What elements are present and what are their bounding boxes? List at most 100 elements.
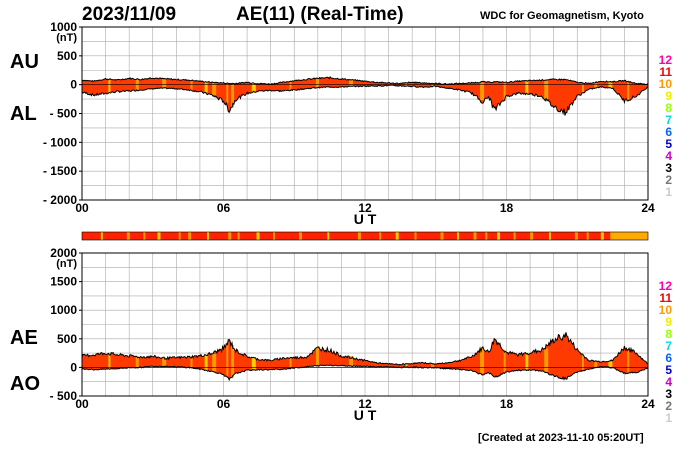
- intensity-streak: [135, 356, 139, 368]
- legend-level: 11: [659, 65, 672, 79]
- series-fill-ae-ao: [82, 332, 648, 380]
- legend-level: 2: [665, 399, 672, 413]
- legend-level: 12: [659, 53, 673, 67]
- legend-level: 7: [665, 339, 672, 353]
- strip-segment: [126, 232, 130, 240]
- strip-segment: [256, 232, 260, 240]
- legend-level: 11: [659, 291, 672, 305]
- intensity-streak: [204, 82, 208, 93]
- strip-segment: [473, 232, 477, 240]
- intensity-streak: [289, 358, 292, 369]
- y-tick-label: 0: [70, 360, 77, 374]
- intensity-streak: [544, 80, 549, 100]
- intensity-streak: [231, 345, 235, 378]
- x-tick-label: 12: [358, 397, 372, 411]
- intensity-streak: [405, 363, 408, 368]
- intensity-streak: [544, 348, 549, 372]
- intensity-streak: [431, 363, 435, 368]
- y-tick-label: - 2000: [43, 193, 77, 207]
- legend-level: 1: [665, 411, 672, 425]
- strip-segment-end: [610, 232, 648, 240]
- intensity-streak: [162, 78, 167, 89]
- intensity-streak: [594, 361, 598, 368]
- y-axis-unit: (nT): [56, 258, 77, 270]
- trace-au: [81, 76, 649, 86]
- intensity-streak: [108, 79, 111, 94]
- legend-level: 6: [665, 351, 672, 365]
- intensity-streak: [251, 357, 256, 371]
- strip-segment: [327, 232, 330, 240]
- intensity-streak: [226, 83, 229, 104]
- intensity-streak: [627, 350, 630, 374]
- x-axis-label: U T: [354, 407, 377, 423]
- strip-segment: [157, 232, 161, 240]
- intensity-streak: [503, 350, 506, 373]
- intensity-streak: [190, 80, 193, 90]
- legend-level: 5: [665, 363, 672, 377]
- intensity-streak: [627, 81, 630, 101]
- strip-segment: [456, 232, 459, 240]
- intensity-streak: [594, 82, 598, 89]
- strip-segment: [548, 232, 551, 240]
- series-label-upper: AE: [10, 327, 38, 349]
- y-tick-label: 1500: [50, 275, 77, 289]
- x-tick-label: 24: [641, 201, 655, 215]
- intensity-streak: [581, 353, 584, 371]
- strip-segment: [485, 232, 488, 240]
- strip-segment: [357, 232, 361, 240]
- series-fill-au-al: [82, 76, 648, 116]
- intensity-streak: [251, 83, 256, 93]
- organization-label: WDC for Geomagnetism, Kyoto: [480, 10, 644, 22]
- y-tick-label: 0: [70, 78, 77, 92]
- strip-segment: [188, 232, 192, 240]
- legend-level: 3: [665, 387, 672, 401]
- strip-segment: [497, 232, 501, 240]
- intensity-streak: [212, 81, 217, 95]
- intensity-streak: [503, 82, 506, 102]
- legend-level: 2: [665, 173, 672, 187]
- intensity-streak: [348, 356, 353, 366]
- legend-level: 9: [665, 89, 672, 103]
- intensity-streak: [348, 80, 353, 87]
- strip-segment: [178, 232, 181, 240]
- plot-frame: [81, 252, 649, 397]
- series-label-upper: AU: [10, 51, 39, 73]
- legend-level: 10: [659, 77, 673, 91]
- strip-segment: [586, 232, 589, 240]
- x-tick-label: 24: [641, 397, 655, 411]
- legend-level: 4: [665, 375, 672, 389]
- intensity-streak: [190, 357, 193, 368]
- ae-intensity-strip: [81, 231, 649, 241]
- intensity-streak: [108, 353, 111, 369]
- legend-level: 8: [665, 101, 672, 115]
- strip-segment: [440, 232, 444, 240]
- intensity-streak: [480, 82, 485, 101]
- y-tick-label: 2000: [50, 246, 77, 260]
- strip-segment: [143, 232, 146, 240]
- y-tick-label: 1000: [50, 303, 77, 317]
- legend-level: 7: [665, 113, 672, 127]
- created-timestamp: [Created at 2023-11-10 05:20UT]: [478, 432, 644, 444]
- panel-au-al: 1000 500 0 - 500 - 1000 - 1500 - 2000 (nT) 00 06 1…: [10, 20, 672, 227]
- strip-segment: [513, 232, 516, 240]
- x-tick-label: 18: [500, 201, 514, 215]
- x-tick-label: 12: [358, 201, 372, 215]
- x-tick-label: 06: [217, 201, 231, 215]
- trace-ae: [81, 332, 649, 366]
- strip-segment: [600, 232, 604, 240]
- intensity-streak: [315, 78, 319, 88]
- chart-date: 2023/11/09: [82, 4, 177, 25]
- y-tick-label: - 500: [50, 389, 78, 403]
- legend-level: 5: [665, 137, 672, 151]
- strip-segment: [414, 232, 417, 240]
- intensity-streak: [162, 357, 167, 367]
- y-tick-label: - 1000: [43, 135, 77, 149]
- strip-segment: [206, 232, 209, 240]
- legend-level: 3: [665, 161, 672, 175]
- intensity-streak: [315, 348, 319, 366]
- y-tick-label: 500: [57, 332, 77, 346]
- trace-al: [81, 84, 649, 116]
- strip-segment: [273, 232, 276, 240]
